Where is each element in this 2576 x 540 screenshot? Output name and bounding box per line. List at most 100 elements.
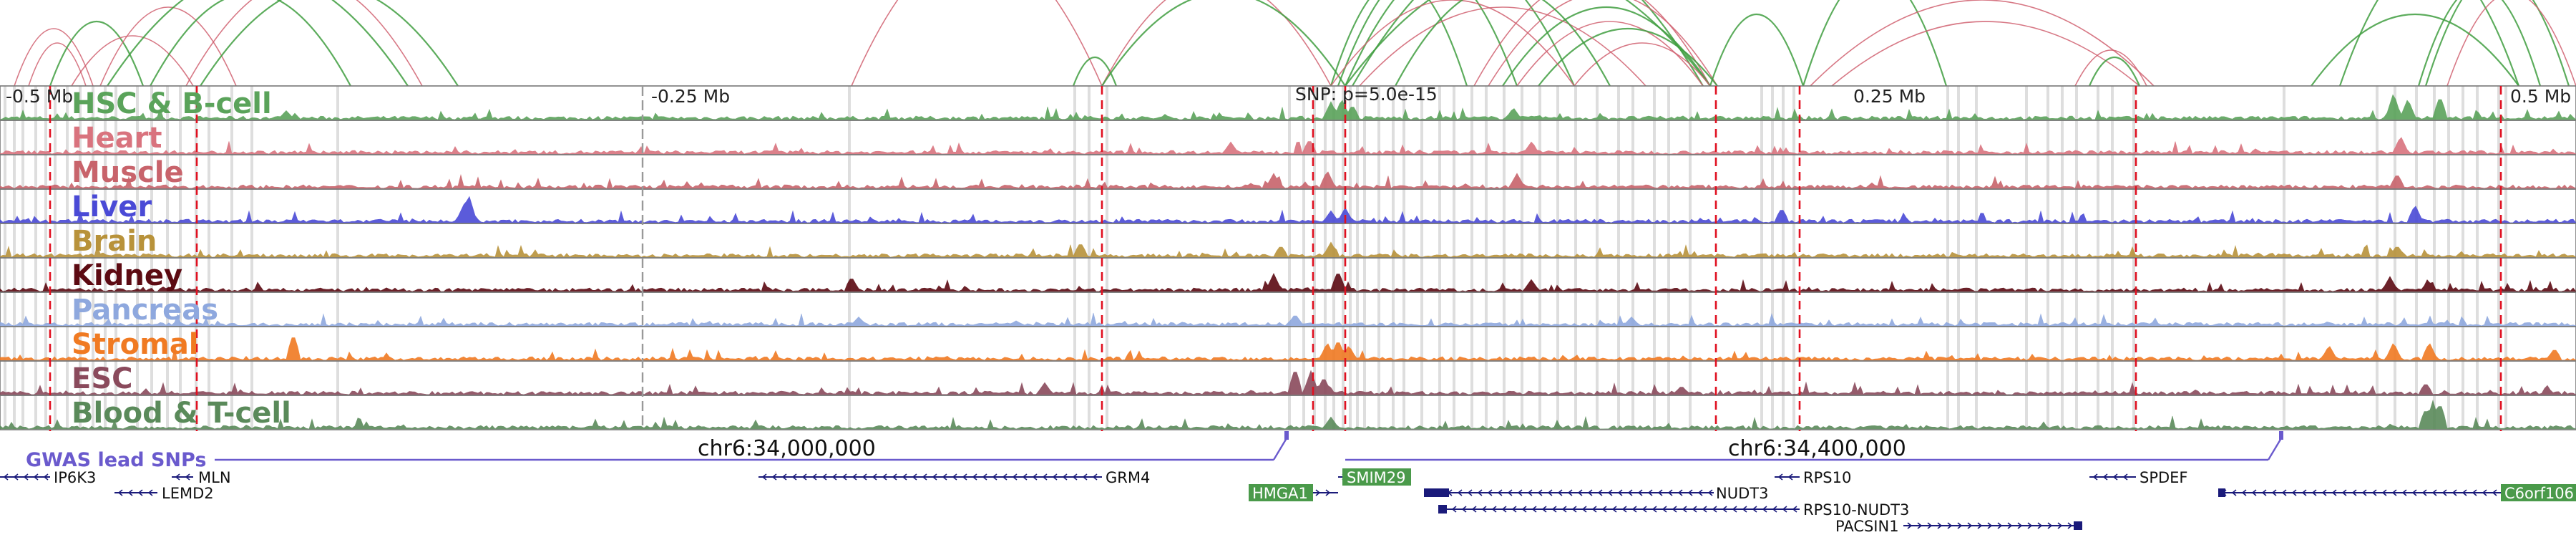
gene-label: RPS10 [1803,469,1851,486]
gene-strand-arrow [43,473,49,481]
gene-strand-arrow [1997,522,2003,529]
coord-label-right: chr6:34,400,000 [1728,436,1906,461]
gene-strand-arrow [1561,506,1567,513]
track-signal [0,400,2576,430]
gene-strand-arrow [1687,489,1693,496]
gene-exon [2074,521,2082,530]
gene-strand-arrow [972,473,977,481]
gene-exon [1424,488,1449,497]
track-label: Kidney [72,259,182,292]
gene-strand-arrow [2241,489,2247,496]
gene-strand-arrow [1641,506,1647,513]
gene-label: MLN [198,469,231,486]
gene-strand-arrow [1652,506,1657,513]
gene-strand-arrow [2492,489,2497,496]
gene-strand-arrow [1012,473,1018,481]
gene-strand-arrow [1467,489,1473,496]
gene-strand-arrow [2271,489,2277,496]
gwas-lead-snps-title: GWAS lead SNPs [26,449,206,471]
gene-strand-arrow [1967,522,1973,529]
track-label: HSC & B-cell [72,87,272,120]
gene-strand-arrow [1092,473,1098,481]
chromatin-loop [1538,28,1718,87]
gene-strand-arrow [882,473,887,481]
chromatin-loop [185,0,423,87]
gene-strand-arrow [2472,489,2477,496]
gene-exon [2218,488,2225,497]
gene-strand-arrow [13,473,19,481]
gene-strand-arrow [1732,506,1737,513]
gene-strand-arrow [1677,489,1683,496]
gene-strand-arrow [1782,506,1787,513]
gene-strand-arrow [147,489,153,496]
gene-strand-arrow [1521,506,1527,513]
gene-strand-arrow [1937,522,1943,529]
chromatin-loop [99,6,237,87]
chromatin-loop [1344,0,1576,87]
chromatin-loop [1352,0,1704,87]
gene-strand-arrow [1581,506,1587,513]
track-signal [0,370,2576,395]
gene-exon [1438,505,1447,514]
gene-strand-arrow [2231,489,2237,496]
gene-strand-arrow [1597,489,1603,496]
gene-strand-arrow [2122,473,2128,481]
gene-strand-arrow [1752,506,1757,513]
chromatin-loop [1473,0,1711,87]
gene-strand-arrow [1667,489,1673,496]
chromatin-loop [1072,56,1118,87]
gene-strand-arrow [1497,489,1503,496]
chromatin-loop [2338,0,2520,87]
gene-strand-arrow [1707,489,1713,496]
gene-label: LEMD2 [162,485,214,502]
gene-strand-arrow [185,473,190,481]
gene-strand-arrow [2401,489,2407,496]
chromatin-loop [200,0,459,87]
gene-strand-arrow [1637,489,1643,496]
scale-label-left: -0.5 Mb [6,86,73,107]
gene-strand-arrow [2411,489,2417,496]
gene-strand-arrow [2047,522,2053,529]
chromatin-loops-layer [14,0,2576,87]
gene-strand-arrow [791,473,797,481]
track-label: Pancreas [72,294,218,327]
chromatin-loop [2424,0,2570,87]
gene-strand-arrow [2057,522,2063,529]
gene-strand-arrow [1977,522,1983,529]
track-label: Brain [72,225,157,258]
gene-strand-arrow [1315,489,1321,496]
gene-strand-arrow [1697,489,1703,496]
gene-label: GRM4 [1106,469,1150,486]
gene-strand-arrow [2017,522,2023,529]
scale-label-neg-mid: -0.25 Mb [651,86,730,107]
gene-strand-arrow [2321,489,2327,496]
gene-highlight-box [1342,468,1411,486]
gene-strand-arrow [2067,522,2073,529]
chromatin-loop [2417,0,2542,87]
tracks-layer [0,85,2576,430]
chromatin-loop [1101,0,1346,87]
gene-strand-arrow [1567,489,1573,496]
gene-strand-arrow [2291,489,2297,496]
gene-strand-arrow [852,473,857,481]
gene-label: SMIM29 [1347,469,1405,486]
gene-strand-arrow [1772,506,1777,513]
gene-strand-arrow [2371,489,2377,496]
gene-strand-arrow [1627,489,1633,496]
gene-strand-arrow [1501,506,1507,513]
chromatin-loop [71,35,194,87]
gene-strand-arrow [1557,489,1563,496]
gene-strand-arrow [1072,473,1078,481]
gene-strand-arrow [1537,489,1543,496]
track-label: ESC [72,362,133,395]
gene-strand-arrow [1511,506,1517,513]
gene-label: C6orf106 [2504,485,2574,502]
chromatin-loop [2446,0,2576,87]
gene-strand-arrow [1927,522,1933,529]
gene-label: NUDT3 [1716,485,1768,502]
gene-strand-arrow [811,473,817,481]
gene-strand-arrow [1062,473,1068,481]
gene-strand-arrow [1702,506,1707,513]
gene-strand-arrow [831,473,837,481]
